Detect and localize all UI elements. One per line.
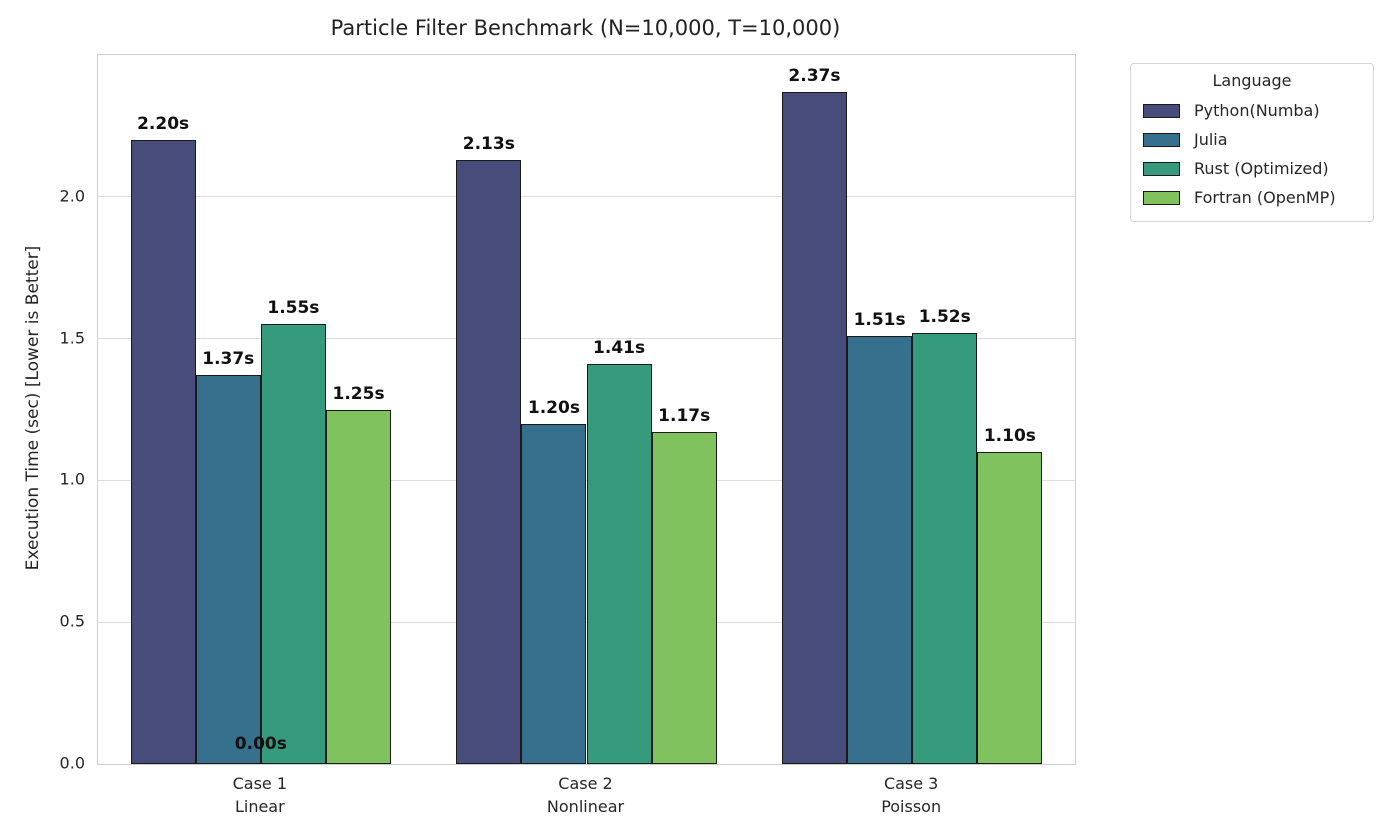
- bar: [912, 332, 978, 764]
- zero-value-annotation: 0.00s: [234, 734, 287, 754]
- x-tick-label: Case 2 Nonlinear: [466, 772, 706, 818]
- legend-label: Rust (Optimized): [1194, 159, 1329, 178]
- bar: [847, 335, 913, 764]
- bar-value-label: 1.17s: [658, 406, 711, 427]
- legend-item: Rust (Optimized): [1141, 154, 1363, 183]
- bar: [651, 432, 717, 764]
- y-tick-label: 0.0: [59, 753, 85, 773]
- legend-label: Julia: [1194, 130, 1228, 149]
- legend-item: Python(Numba): [1141, 96, 1363, 125]
- bar-value-label: 2.20s: [137, 114, 190, 135]
- x-tick-label-line1: Case 2: [558, 774, 613, 793]
- legend-items: Python(Numba) Julia Rust (Optimized) Fortra…: [1141, 96, 1363, 212]
- x-tick-label: Case 1 Linear: [140, 772, 380, 818]
- legend-label: Python(Numba): [1194, 101, 1320, 120]
- y-tick-label: 0.5: [59, 611, 85, 631]
- plot-area: 2.20s 1.37s 1.55s 1.25s 2.13s 1.20s 1.41s 1.17s…: [97, 54, 1076, 765]
- bar-value-label: 1.55s: [267, 298, 320, 319]
- bar: [781, 91, 848, 764]
- bar-value-label: 1.20s: [527, 397, 580, 418]
- bar: [977, 452, 1043, 764]
- x-tick-label-line2: Nonlinear: [546, 797, 625, 816]
- gridline: [98, 196, 1075, 198]
- chart-title: Particle Filter Benchmark (N=10,000, T=1…: [330, 16, 841, 40]
- x-tick-label-line2: Linear: [234, 797, 285, 816]
- legend-swatch: [1143, 132, 1180, 147]
- legend-label: Fortran (OpenMP): [1194, 188, 1336, 207]
- legend-item: Julia: [1141, 125, 1363, 154]
- y-tick-label: 1.5: [59, 328, 85, 348]
- bar: [195, 375, 261, 764]
- x-tick-label: Case 3 Poisson: [791, 772, 1031, 818]
- x-tick-label-line2: Poisson: [881, 797, 942, 816]
- bar: [521, 423, 587, 764]
- y-axis-tick-labels: 0.0 0.5 1.0 1.5 2.0: [0, 54, 85, 772]
- bar-value-label: 2.13s: [462, 133, 515, 154]
- legend-swatch: [1143, 190, 1180, 205]
- x-tick-label-line1: Case 1: [232, 774, 288, 793]
- bar-value-label: 1.51s: [853, 309, 906, 330]
- gridline: [98, 338, 1075, 340]
- legend: Language Python(Numba) Julia Rust (Optimiz…: [1130, 63, 1374, 222]
- bar-value-label: 1.25s: [332, 383, 385, 404]
- bar: [325, 409, 392, 764]
- bar-value-label: 1.41s: [593, 338, 646, 359]
- bar: [130, 140, 196, 764]
- bar-value-label: 1.10s: [983, 426, 1036, 447]
- bar-value-label: 1.37s: [202, 349, 255, 370]
- bar: [260, 324, 326, 764]
- legend-title: Language: [1212, 71, 1292, 90]
- x-tick-label-line1: Case 3: [883, 774, 939, 793]
- bar: [456, 159, 522, 764]
- bar-value-label: 2.37s: [788, 65, 841, 86]
- bar-value-label: 1.52s: [918, 306, 971, 327]
- legend-item: Fortran (OpenMP): [1141, 183, 1363, 212]
- legend-swatch: [1143, 103, 1180, 118]
- bar: [586, 364, 652, 764]
- y-tick-label: 2.0: [59, 186, 85, 206]
- y-tick-label: 1.0: [59, 469, 85, 489]
- legend-swatch: [1143, 161, 1180, 176]
